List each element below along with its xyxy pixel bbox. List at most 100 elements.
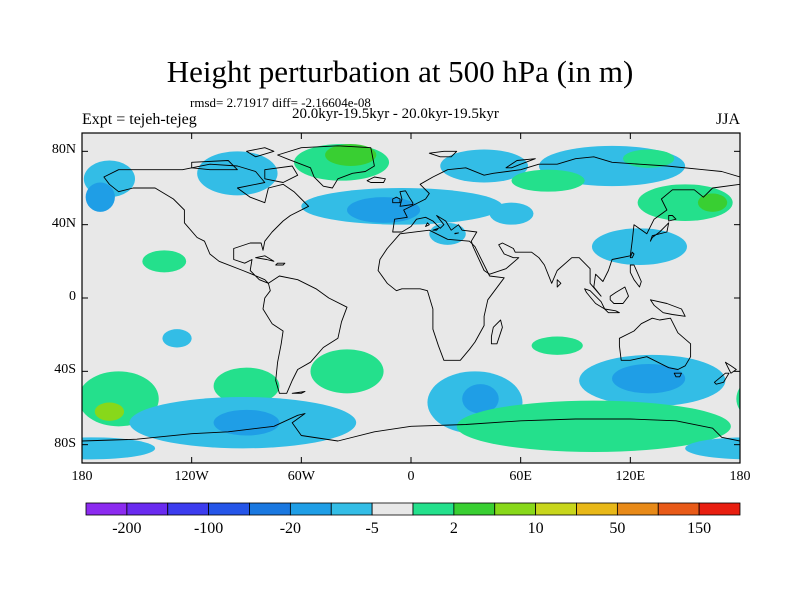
coastline — [505, 158, 536, 169]
coastline — [668, 215, 677, 222]
field-contour — [213, 367, 280, 405]
colorbar-swatch — [371, 502, 414, 516]
colorbar-swatch — [330, 502, 373, 516]
field-contour — [120, 197, 172, 234]
coastline — [428, 150, 458, 158]
field-contour — [142, 250, 187, 273]
lon-tick-label: 180 — [71, 469, 93, 484]
colorbar — [85, 502, 741, 516]
lon-tick-label: 120E — [615, 469, 646, 484]
colorbar-swatch — [249, 502, 291, 516]
colorbar-tick-label: -5 — [365, 520, 379, 537]
lat-tick-label: 80N — [51, 142, 76, 158]
coastline — [191, 160, 238, 171]
coastline — [103, 163, 310, 284]
map-panel — [81, 132, 741, 464]
colorbar-swatch — [126, 502, 169, 516]
field-contour — [429, 222, 466, 245]
coastline — [629, 264, 642, 288]
field-contour — [612, 364, 686, 394]
field-contour — [736, 387, 740, 411]
coastline — [629, 251, 635, 259]
coastline — [673, 372, 682, 378]
field-contour — [456, 400, 731, 453]
coastline — [399, 190, 414, 207]
field-contour — [531, 336, 583, 355]
colorbar-swatch — [494, 502, 537, 516]
coastline — [425, 222, 430, 227]
lon-tick-label: 120W — [174, 469, 209, 484]
lat-tick-label: 40S — [54, 362, 76, 378]
field-contour — [591, 228, 687, 265]
lon-tick-label: 60E — [509, 469, 532, 484]
field-contour — [347, 197, 421, 223]
axis-ticks — [81, 133, 741, 463]
field-contour — [162, 329, 192, 348]
colorbar-tick-label: 50 — [609, 520, 626, 537]
colorbar-tick-label: 10 — [527, 520, 544, 537]
period-label: 20.0kyr-19.5kyr - 20.0kyr-19.5kyr — [292, 106, 499, 122]
coastlines — [82, 145, 740, 463]
colorbar-tick-label: 150 — [687, 520, 712, 537]
field-contour — [94, 402, 125, 421]
field-contour — [685, 437, 740, 460]
field-contour — [637, 184, 733, 222]
colorbar-swatch — [453, 502, 496, 516]
coastline — [713, 372, 730, 385]
lon-tick-label: 60W — [287, 469, 315, 484]
experiment-label: Expt = tejeh-tejeg — [82, 111, 197, 128]
coastline — [609, 286, 629, 304]
lat-tick-label: 80S — [54, 435, 76, 451]
colorbar-swatch — [616, 502, 659, 516]
lat-tick-label: 40N — [51, 215, 76, 231]
lat-tick-label: 0 — [69, 289, 76, 304]
coastline — [649, 299, 686, 317]
coastline — [246, 147, 275, 158]
field-contour — [213, 409, 280, 436]
colorbar-swatch — [657, 502, 700, 516]
coastline — [454, 232, 459, 235]
colorbar-swatch — [85, 502, 128, 516]
colorbar-swatch — [167, 502, 210, 516]
coastline — [392, 156, 740, 297]
field-contour — [82, 437, 156, 460]
field-contour — [85, 182, 115, 212]
coastline — [556, 279, 562, 288]
field-contour — [623, 149, 675, 168]
colorbar-tick-label: 2 — [449, 520, 458, 537]
colorbar-tick-label: -20 — [279, 520, 302, 537]
perturbation-field — [82, 144, 740, 460]
coastline — [264, 165, 299, 183]
colorbar-tick-label: -100 — [193, 520, 224, 537]
coastline — [277, 145, 375, 189]
coastline — [82, 413, 740, 463]
colorbar-swatch — [535, 502, 577, 516]
colorbar-tick-label: -200 — [112, 520, 142, 537]
season-label: JJA — [716, 111, 741, 128]
field-contour — [197, 151, 278, 196]
coastline — [649, 222, 670, 242]
coastline — [275, 262, 286, 266]
coastline — [392, 196, 401, 204]
field-contour — [489, 202, 534, 225]
colorbar-swatch — [576, 502, 618, 516]
lon-tick-label: 180 — [729, 469, 751, 484]
coastline — [604, 308, 620, 314]
colorbar-swatch — [412, 502, 455, 516]
colorbar-swatch — [208, 502, 250, 516]
coastline — [490, 319, 503, 345]
coastline — [377, 229, 505, 361]
colorbar-swatch — [289, 502, 332, 516]
coastline — [618, 317, 692, 370]
colorbar-swatch — [698, 502, 741, 516]
field-contour — [511, 169, 585, 192]
field-contour — [310, 349, 384, 394]
coastline — [291, 391, 306, 394]
coastline — [255, 255, 275, 262]
field-contour — [440, 149, 528, 183]
coastline — [262, 275, 348, 394]
lon-tick-label: 0 — [407, 469, 415, 484]
field-contour — [462, 384, 499, 414]
coastline — [724, 361, 737, 374]
